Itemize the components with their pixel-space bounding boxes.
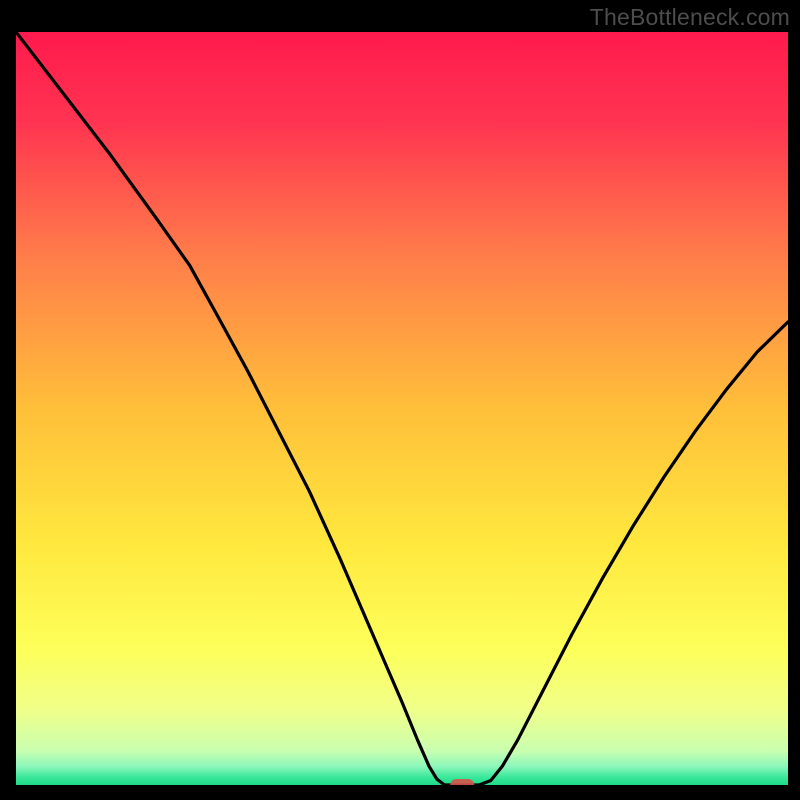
gradient-background: [16, 32, 788, 785]
chart-frame: { "watermark": { "text": "TheBottleneck.…: [0, 0, 800, 800]
minimum-marker: [450, 779, 474, 785]
chart-plot-area: [16, 32, 788, 785]
watermark-text: TheBottleneck.com: [590, 4, 790, 31]
